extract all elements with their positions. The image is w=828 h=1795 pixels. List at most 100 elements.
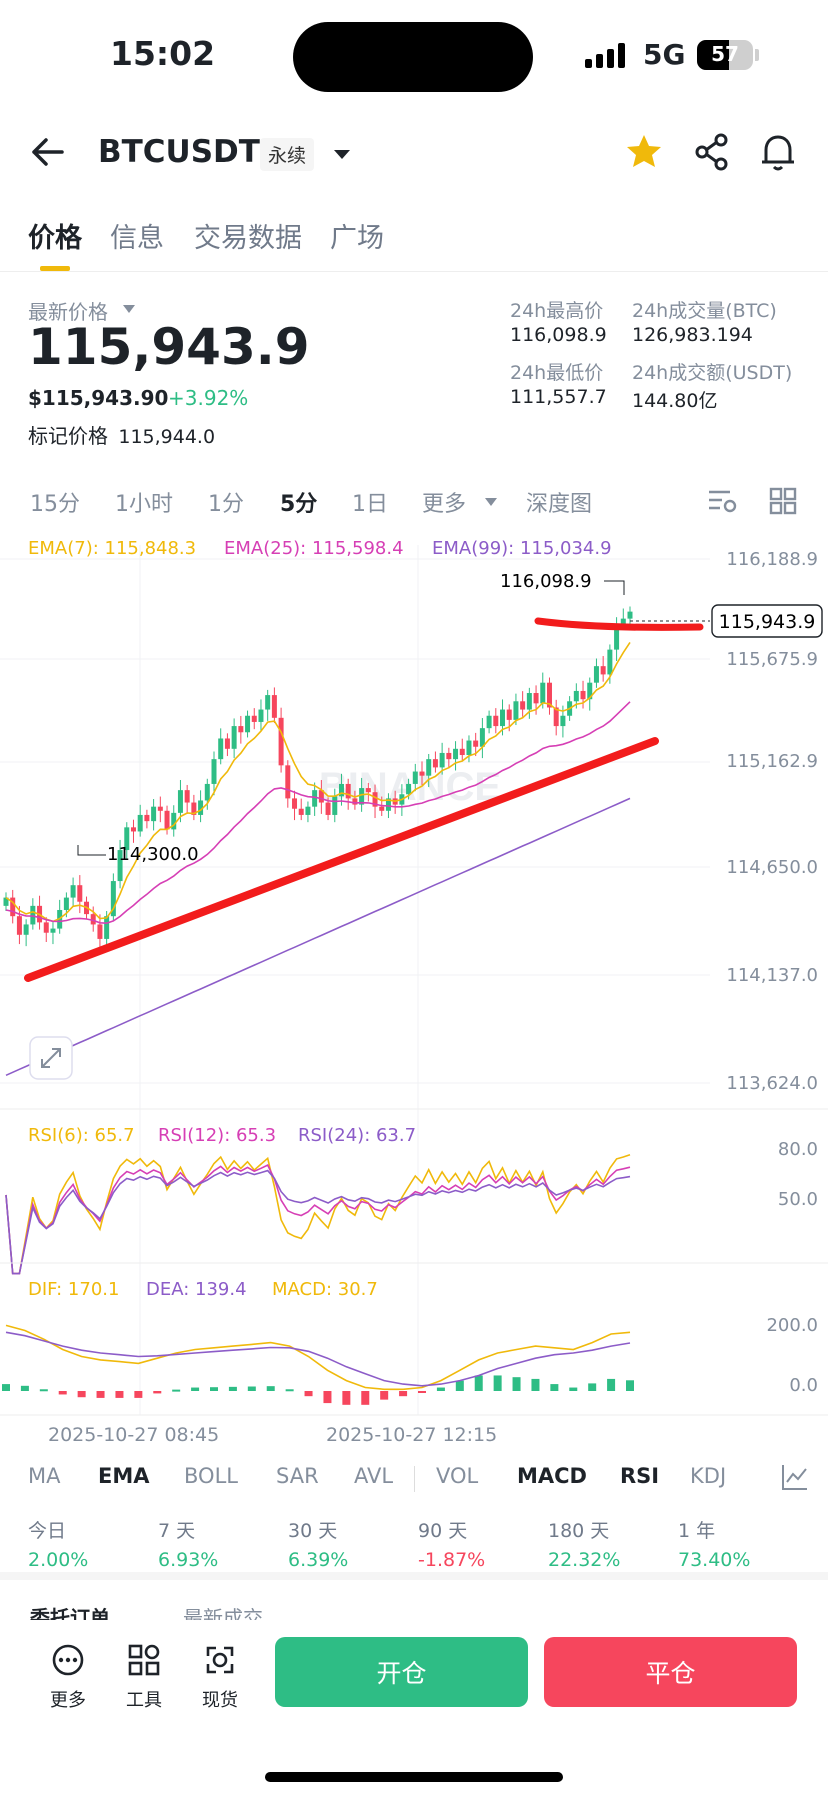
macd-histogram-bar [134, 1391, 143, 1398]
candle-body [345, 783, 351, 799]
candle-body [3, 897, 9, 906]
candle-body [593, 666, 599, 683]
candle-body [70, 885, 76, 898]
price-summary: 最新价格 115,943.9 $115,943.90 +3.92% 标记价格 1… [0, 290, 828, 460]
status-time: 15:02 [110, 34, 216, 73]
chart-settings-icon[interactable] [706, 486, 738, 516]
perf-today: 今日 2.00% [28, 1520, 89, 1571]
tab-price[interactable]: 价格 [28, 223, 82, 254]
ema-legend: EMA(7): 115,848.3 EMA(25): 115,598.4 EMA… [28, 538, 612, 559]
spot-button[interactable]: 现货 [190, 1642, 250, 1712]
macd-histogram-bar [399, 1391, 408, 1397]
mark-price-label: 标记价格 [28, 424, 108, 448]
macd-histogram-bar [20, 1385, 29, 1391]
interval-1h[interactable]: 1小时 [115, 492, 173, 517]
share-icon[interactable] [690, 130, 734, 174]
grid-layout-icon[interactable] [768, 486, 798, 516]
interval-15m[interactable]: 15分 [30, 492, 80, 517]
y-tick: 116,188.9 [726, 549, 818, 570]
indicator-vol[interactable]: VOL [436, 1464, 479, 1488]
macd-legend: DIF: 170.1 DEA: 139.4 MACD: 30.7 [28, 1279, 378, 1300]
indicator-avl[interactable]: AVL [354, 1464, 394, 1488]
macd-histogram-bar [210, 1387, 218, 1391]
candle-body [486, 715, 492, 729]
tools-button[interactable]: 工具 [114, 1642, 174, 1712]
candle-body [278, 717, 284, 766]
macd-histogram-bar [626, 1380, 634, 1391]
tab-info[interactable]: 信息 [110, 223, 164, 254]
price-axis: 116,188.9 115,675.9 115,162.9 114,650.0 … [726, 549, 818, 1094]
indicator-ema[interactable]: EMA [98, 1464, 150, 1488]
indicator-rsi[interactable]: RSI [620, 1464, 660, 1488]
interval-1d[interactable]: 1日 [352, 492, 388, 517]
y-tick: 115,162.9 [726, 751, 818, 772]
candles [3, 606, 633, 951]
candle-body [446, 752, 452, 760]
network-type: 5G [643, 38, 686, 71]
candle-body [426, 759, 432, 776]
indicator-kdj[interactable]: KDJ [690, 1464, 727, 1488]
candle-body [580, 690, 586, 700]
tab-trading-data[interactable]: 交易数据 [194, 223, 302, 254]
candle-body [171, 812, 177, 830]
bell-icon[interactable] [756, 130, 800, 174]
candle-body [43, 922, 49, 933]
kline-chart[interactable]: BINANCE EMA(7): 115,848.3 EMA(25): 115,5… [0, 525, 828, 1425]
candle-body [479, 728, 485, 747]
indicator-sar[interactable]: SAR [276, 1464, 319, 1488]
mark-price: 115,944.0 [118, 426, 216, 448]
tab-square[interactable]: 广场 [330, 223, 384, 254]
depth-chart-tab[interactable]: 深度图 [526, 492, 593, 517]
battery-level: 57 [711, 42, 739, 66]
star-icon[interactable] [622, 130, 666, 174]
indicator-ma[interactable]: MA [28, 1464, 61, 1488]
indicator-macd[interactable]: MACD [517, 1464, 587, 1488]
signal-icon [585, 42, 625, 68]
more-button[interactable]: 更多 [38, 1642, 98, 1712]
symbol-title[interactable]: BTCUSDT [98, 134, 260, 170]
close-position-button[interactable]: 平仓 [544, 1637, 797, 1707]
main-tabs: 价格 信息 交易数据 广场 [0, 210, 828, 272]
candle-body [271, 695, 277, 718]
vol-usdt-value: 144.80亿 [632, 390, 718, 412]
macd-histogram-bar [58, 1391, 67, 1395]
candle-body [587, 682, 593, 700]
candle-body [520, 701, 526, 710]
ema7-legend: EMA(7): 115,848.3 [28, 538, 196, 559]
candle-body [63, 897, 69, 910]
symbol-dropdown-icon[interactable] [330, 142, 354, 166]
macd-histogram-bar [550, 1384, 559, 1391]
latest-price-label[interactable]: 最新价格 [28, 300, 108, 324]
candle-body [251, 715, 257, 722]
high-annotation: 116,098.9 [500, 571, 592, 592]
candle-body [164, 810, 170, 830]
interval-1m[interactable]: 1分 [208, 492, 244, 517]
interval-more-caret-icon[interactable] [484, 496, 498, 508]
rsi-lines [5, 1153, 631, 1275]
macd-y-tick: 0.0 [789, 1375, 818, 1396]
vol-usdt-label: 24h成交额(USDT) [632, 362, 793, 384]
more-icon [52, 1644, 84, 1676]
candle-body [325, 802, 331, 815]
candle-body [50, 928, 56, 933]
latest-price-dropdown-icon[interactable] [122, 303, 136, 315]
back-arrow-icon[interactable] [28, 132, 68, 172]
candle-body [10, 897, 16, 917]
macd-histogram-bar [172, 1389, 181, 1392]
macd-histogram-bar [39, 1389, 48, 1392]
candle-body [385, 798, 391, 811]
interval-more[interactable]: 更多 [422, 492, 467, 517]
candle-body [379, 806, 385, 811]
candle-body [546, 682, 552, 708]
dif-legend: DIF: 170.1 [28, 1279, 119, 1300]
indicator-boll[interactable]: BOLL [184, 1464, 238, 1488]
candle-body [338, 783, 344, 797]
macd-histogram-bar [247, 1386, 256, 1391]
interval-5m[interactable]: 5分 [280, 492, 318, 517]
open-position-button[interactable]: 开仓 [275, 1637, 528, 1707]
rsi-y-tick: 50.0 [778, 1189, 818, 1210]
ema25-legend: EMA(25): 115,598.4 [224, 538, 404, 559]
macd-histogram-bar [153, 1391, 162, 1394]
indicator-settings-icon[interactable] [780, 1462, 810, 1492]
macd-histogram-bar [115, 1391, 124, 1398]
